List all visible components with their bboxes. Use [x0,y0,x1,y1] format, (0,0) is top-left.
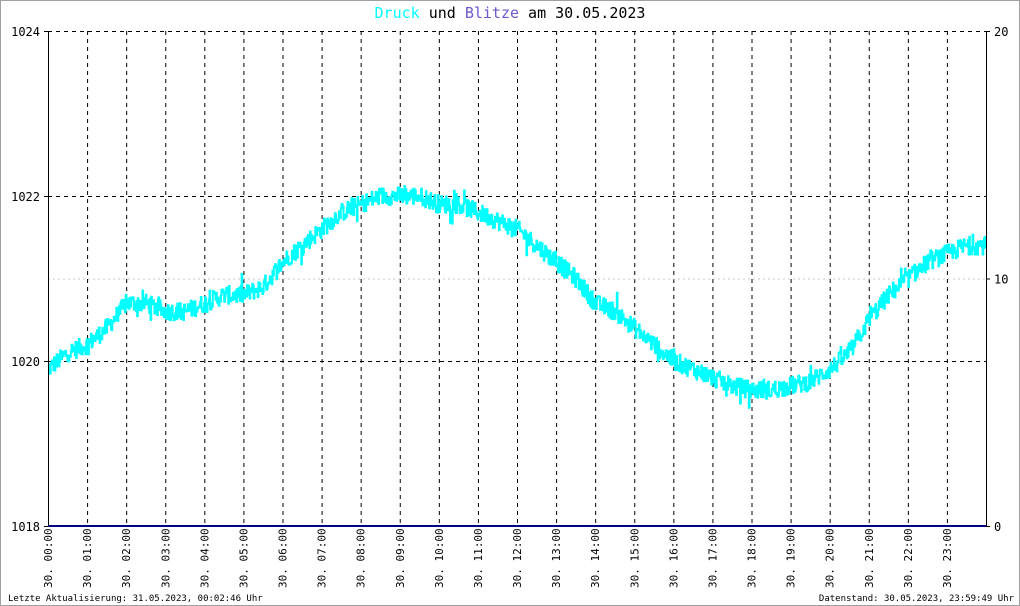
x-tick-label: 30. 20:00 [824,528,837,588]
x-tick-label: 30. 00:00 [42,528,55,588]
x-tick-label: 30. 11:00 [472,528,485,588]
x-tick-label: 30. 17:00 [706,528,719,588]
x-axis: 30. 00:00 30. 01:00 30. 02:00 30. 03:00 30. … [42,528,954,588]
y-tick-label-left: 1024 [11,25,40,39]
x-tick-label: 30. 18:00 [746,528,759,588]
x-tick-label: 30. 16:00 [667,528,680,588]
druck-series [47,185,987,409]
x-tick-label: 30. 05:00 [237,528,250,588]
y-axis-left: 1018 1020 1022 1024 [11,25,48,534]
x-tick-label: 30. 04:00 [198,528,211,588]
x-tick-label: 30. 13:00 [550,528,563,588]
x-tick-label: 30. 12:00 [511,528,524,588]
title-und: und [420,4,465,22]
footer-last-update: Letzte Aktualisierung: 31.05.2023, 00:02… [8,594,263,604]
chart-title: Druck und Blitze am 30.05.2023 [375,4,646,22]
x-tick-label: 30. 07:00 [316,528,329,588]
y-tick-label-left: 1020 [11,355,40,369]
druck-line [47,185,987,409]
y-tick-label-right: 10 [994,273,1008,287]
x-tick-label: 30. 22:00 [902,528,915,588]
x-tick-label: 30. 02:00 [120,528,133,588]
x-tick-label: 30. 01:00 [81,528,94,588]
y-tick-label-right: 20 [994,25,1008,39]
x-tick-label: 30. 06:00 [277,528,290,588]
y-tick-label-right: 0 [994,520,1001,534]
title-blitze: Blitze [465,4,519,22]
y-tick-label-left: 1022 [11,190,40,204]
y-tick-label-left: 1018 [11,520,40,534]
x-tick-label: 30. 03:00 [159,528,172,588]
x-tick-label: 30. 21:00 [863,528,876,588]
title-druck: Druck [375,4,420,22]
x-tick-label: 30. 10:00 [433,528,446,588]
title-date: am 30.05.2023 [519,4,645,22]
x-tick-label: 30. 14:00 [589,528,602,588]
y-axis-right: 0 10 20 [986,25,1008,534]
x-tick-label: 30. 09:00 [394,528,407,588]
footer-data-status: Datenstand: 30.05.2023, 23:59:49 Uhr [819,594,1015,604]
x-tick-label: 30. 15:00 [628,528,641,588]
x-tick-label: 30. 19:00 [785,528,798,588]
x-tick-label: 30. 08:00 [355,528,368,588]
x-tick-label: 30. 23:00 [941,528,954,588]
grid [48,31,986,526]
